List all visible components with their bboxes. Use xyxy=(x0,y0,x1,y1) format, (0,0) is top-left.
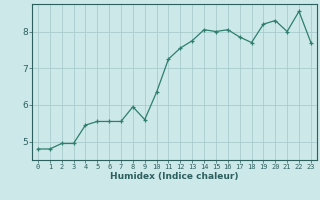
X-axis label: Humidex (Indice chaleur): Humidex (Indice chaleur) xyxy=(110,172,239,181)
